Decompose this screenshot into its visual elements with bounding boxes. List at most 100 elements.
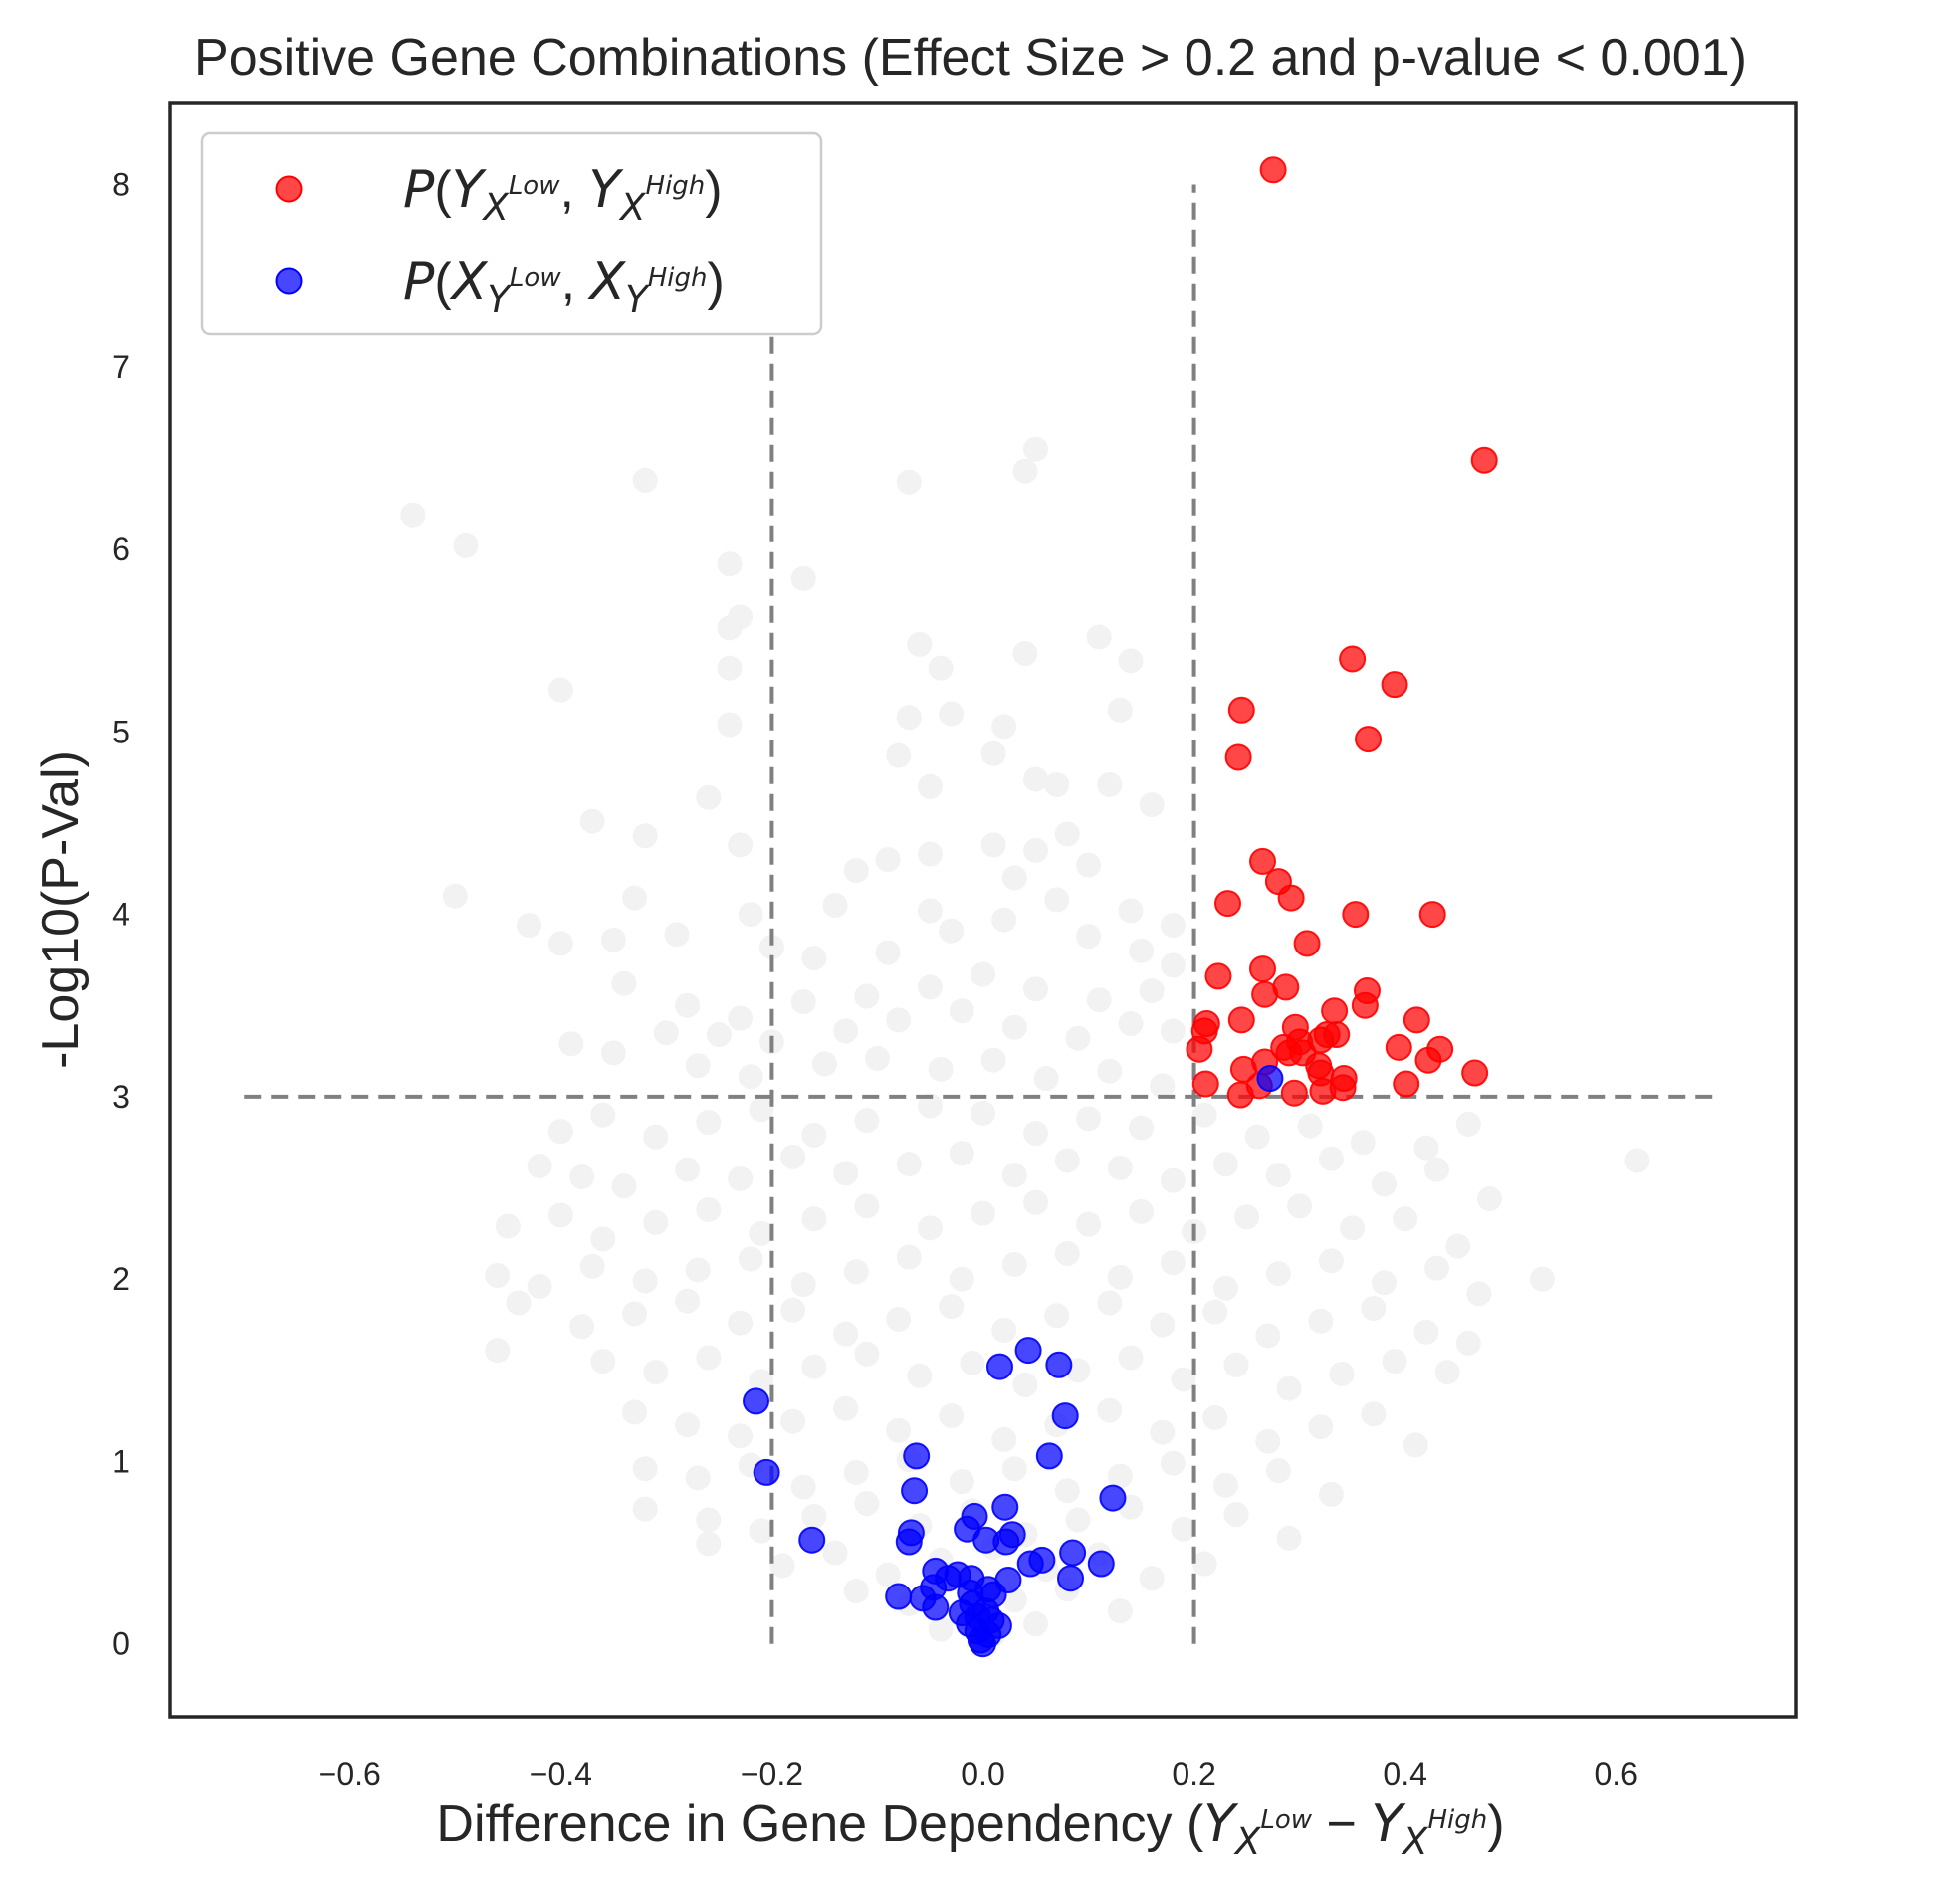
background-point <box>1297 1113 1323 1139</box>
background-point <box>1212 1152 1238 1177</box>
background-point <box>1234 1204 1260 1230</box>
red-series-point <box>1214 890 1242 918</box>
blue-series-point <box>895 1528 923 1556</box>
background-point <box>1097 1058 1123 1084</box>
background-point <box>939 701 965 727</box>
background-point <box>485 1262 511 1288</box>
background-point <box>1054 1240 1080 1266</box>
background-point <box>991 1426 1017 1452</box>
background-point <box>643 1209 669 1235</box>
y-axis-label: -Log10(P-Val) <box>32 750 90 1069</box>
background-point <box>1107 1463 1133 1489</box>
background-point <box>907 1363 933 1388</box>
background-point <box>1318 1248 1344 1274</box>
background-point <box>1308 1414 1334 1440</box>
background-point <box>790 1272 816 1298</box>
background-point <box>1097 1290 1123 1316</box>
blue-series-point <box>1057 1565 1085 1592</box>
background-point <box>1276 1525 1302 1551</box>
background-point <box>696 1196 722 1222</box>
background-point <box>1033 1066 1059 1092</box>
red-series-point <box>1280 1079 1308 1107</box>
background-point <box>728 1165 754 1191</box>
background-point <box>1023 1189 1049 1215</box>
blue-series-point <box>1087 1550 1115 1578</box>
x-tick-label: −0.4 <box>530 1756 592 1792</box>
background-point <box>675 1288 701 1314</box>
background-point <box>728 1005 754 1031</box>
background-point <box>717 655 743 681</box>
background-point <box>1476 1185 1502 1211</box>
background-point <box>442 883 468 909</box>
background-point <box>579 1253 605 1279</box>
background-point <box>749 1097 774 1123</box>
background-point <box>675 1412 701 1438</box>
background-point <box>864 1045 890 1071</box>
background-point <box>643 1360 669 1385</box>
background-point <box>1171 1367 1196 1392</box>
background-point <box>854 1491 880 1517</box>
background-point <box>717 712 743 738</box>
red-series-point <box>1227 1006 1255 1034</box>
background-point <box>400 502 426 528</box>
blue-series-point <box>753 1458 780 1486</box>
background-point <box>1350 1130 1376 1156</box>
background-point <box>1044 1303 1070 1329</box>
legend: P(YXLow, YXHigh)P(XYLow, XYHigh) <box>200 131 823 336</box>
background-point <box>991 714 1017 740</box>
series-points-layer <box>743 156 1498 1658</box>
chart-title: Positive Gene Combinations (Effect Size … <box>194 29 1747 87</box>
math-superscript: High <box>648 263 708 293</box>
background-point <box>917 1215 943 1241</box>
x-tick-label: 0.2 <box>1172 1756 1215 1792</box>
blue-series-point <box>1256 1065 1284 1093</box>
y-axis-ticks: 0 1 2 3 4 5 6 7 8 <box>112 166 130 1661</box>
background-point <box>1023 1611 1049 1637</box>
background-point <box>1001 1163 1027 1188</box>
math-superscript: Low <box>509 171 560 201</box>
background-point <box>717 615 743 641</box>
background-point <box>886 1417 912 1443</box>
blue-series-point <box>798 1526 826 1554</box>
blue-series-point <box>1051 1402 1079 1430</box>
background-point <box>1318 1481 1344 1507</box>
blue-series-point <box>985 1353 1013 1380</box>
background-point <box>1150 1073 1176 1099</box>
math-subscript: Y <box>487 278 512 320</box>
math-superscript: High <box>646 171 706 201</box>
y-tick-label: 6 <box>112 531 130 567</box>
background-point <box>1171 1516 1196 1542</box>
red-series-point <box>1226 1081 1254 1109</box>
red-series-point <box>1339 645 1367 673</box>
background-point <box>896 1244 922 1270</box>
math-paren: ) <box>1487 1796 1504 1853</box>
background-point <box>1001 1251 1027 1277</box>
background-point <box>1139 1566 1165 1591</box>
background-point <box>1160 1450 1186 1476</box>
background-point <box>1371 1171 1397 1197</box>
background-point <box>696 1110 722 1136</box>
background-point <box>769 1553 795 1579</box>
background-point <box>854 1341 880 1367</box>
red-series-point <box>1342 901 1370 929</box>
background-point <box>1065 1507 1091 1533</box>
background-point <box>896 705 922 731</box>
red-series-point <box>1191 1070 1219 1098</box>
background-point <box>600 927 626 952</box>
red-series-point <box>1418 901 1446 929</box>
background-point <box>1023 1121 1049 1147</box>
background-point <box>1624 1148 1650 1173</box>
background-point <box>527 1273 552 1299</box>
y-tick-label: 0 <box>112 1626 130 1662</box>
background-point <box>886 1007 912 1033</box>
background-point <box>801 1503 827 1529</box>
math-superscript: Low <box>510 263 561 293</box>
y-tick-label: 8 <box>112 166 130 202</box>
x-tick-label: −0.6 <box>319 1756 381 1792</box>
math-subscript: X <box>481 186 510 229</box>
background-point <box>485 1338 511 1364</box>
background-point <box>590 1102 616 1128</box>
background-point <box>569 1314 595 1340</box>
background-point <box>875 1562 901 1587</box>
background-point <box>696 784 722 810</box>
